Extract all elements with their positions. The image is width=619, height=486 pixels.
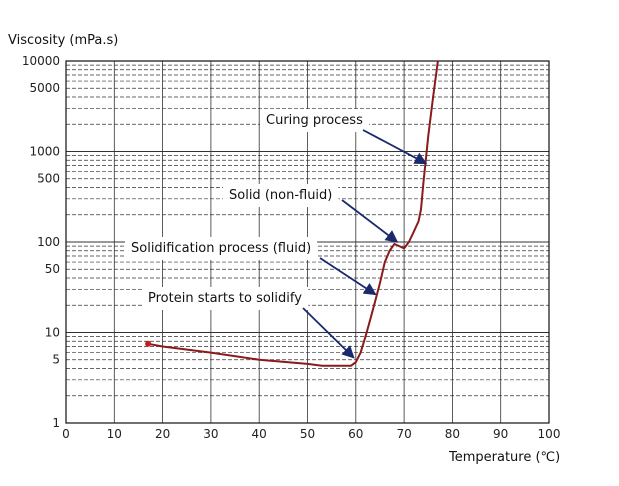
annotation-arrow: [341, 199, 399, 243]
x-tick-label: 60: [348, 427, 363, 441]
x-tick-label: 10: [107, 427, 122, 441]
x-tick-labels: 0 10 20 30 40 50 60 70 80 90 100: [62, 427, 560, 441]
annotation-label: Curing process: [266, 113, 363, 128]
annotation-background: [142, 287, 309, 310]
annotation-background: [125, 237, 318, 260]
y-tick-labels: 1 5 10 50 100 500 1000 5000 10000: [22, 54, 60, 430]
series-start-marker: [145, 340, 152, 347]
annotation: Protein starts to solidify: [142, 287, 355, 359]
y-axis-label: Viscosity (mPa.s): [8, 33, 118, 48]
annotation-label: Solidification process (fluid): [131, 241, 311, 256]
annotations: Curing process Solid (non-fluid) Solidific…: [125, 109, 428, 359]
x-tick-label: 100: [538, 427, 561, 441]
annotation: Curing process: [260, 109, 428, 165]
y-tick-label: 5000: [29, 81, 60, 95]
y-tick-label: 1000: [29, 145, 60, 159]
x-tick-label: 50: [300, 427, 315, 441]
y-tick-label: 500: [37, 172, 60, 186]
plot-frame: [65, 60, 550, 424]
viscosity-series-line: [147, 60, 439, 367]
y-tick-label: 100: [37, 235, 60, 249]
annotation-arrow: [302, 307, 355, 359]
annotation-label: Solid (non-fluid): [229, 188, 332, 203]
x-tick-label: 20: [155, 427, 170, 441]
x-tick-label: 80: [445, 427, 460, 441]
x-tick-label: 90: [493, 427, 508, 441]
x-tick-label: 70: [396, 427, 411, 441]
x-axis-label: Temperature (℃): [448, 450, 560, 465]
annotation: Solidification process (fluid): [125, 237, 377, 296]
x-tick-label: 0: [62, 427, 70, 441]
x-tick-label: 30: [203, 427, 218, 441]
x-tick-label: 40: [252, 427, 267, 441]
annotation-label: Protein starts to solidify: [148, 291, 302, 306]
annotation-background: [223, 184, 339, 207]
y-tick-label: 1: [52, 416, 60, 430]
annotation-arrow: [319, 257, 377, 296]
annotation: Solid (non-fluid): [223, 184, 399, 243]
y-tick-label: 10000: [22, 54, 60, 68]
y-tick-label: 5: [52, 353, 60, 367]
y-tick-label: 50: [45, 262, 60, 276]
annotation-arrow: [362, 129, 428, 165]
annotation-background: [260, 109, 370, 132]
y-tick-label: 10: [45, 326, 60, 340]
